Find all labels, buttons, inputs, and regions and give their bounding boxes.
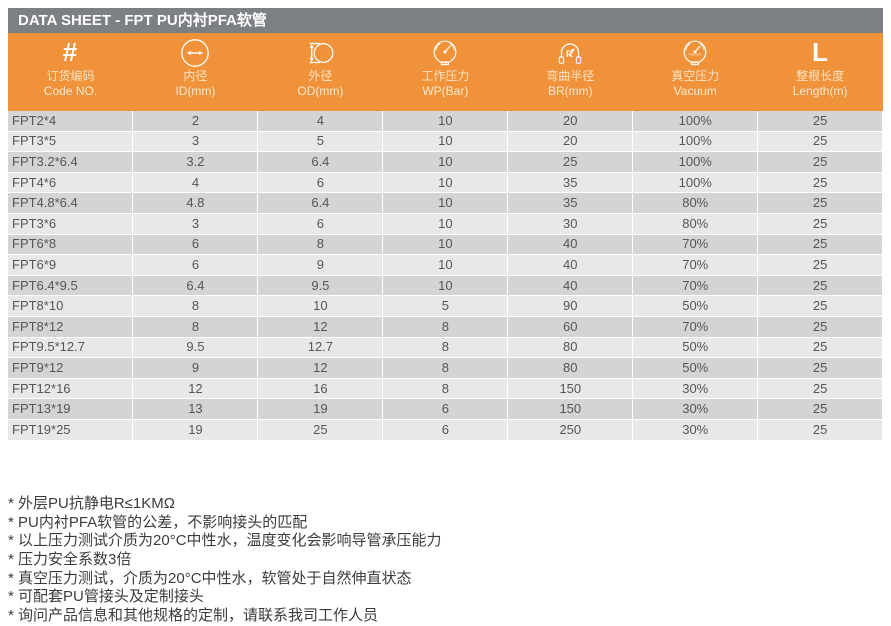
svg-text:#: # <box>63 38 78 67</box>
svg-text:Vacuum: Vacuum <box>689 53 702 57</box>
svg-text:L: L <box>812 38 828 67</box>
svg-text:R: R <box>566 49 573 60</box>
